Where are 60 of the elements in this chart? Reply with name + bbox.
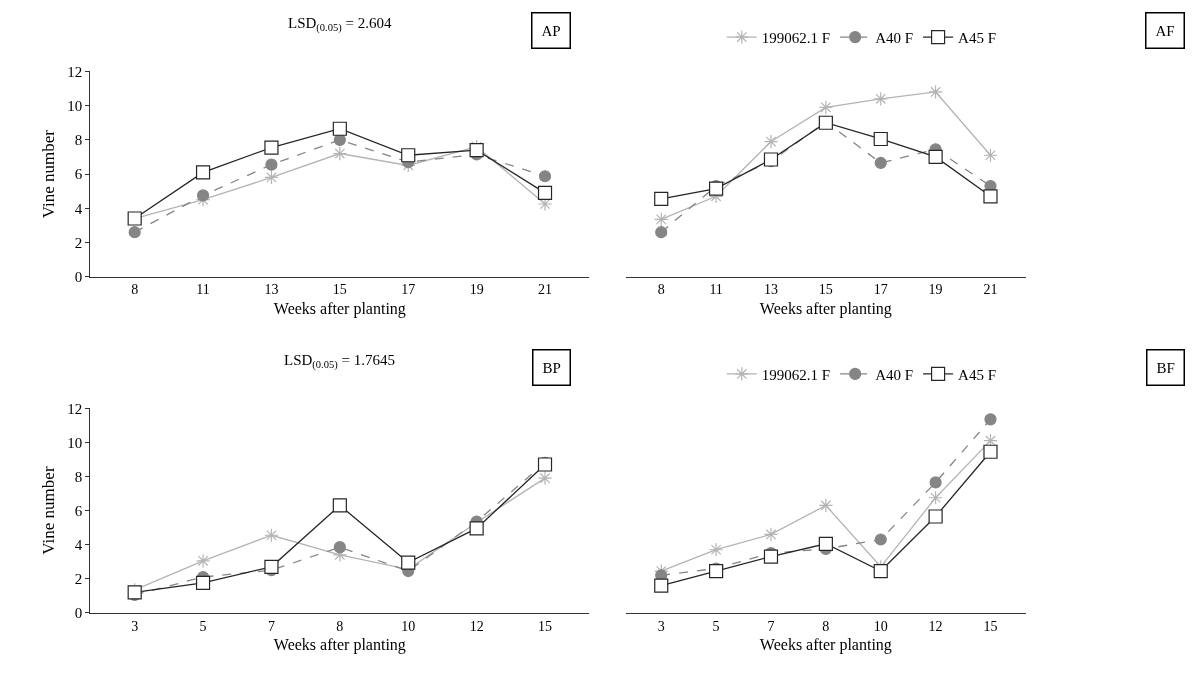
x-tick-label: 13 bbox=[763, 282, 778, 298]
text: BF bbox=[1156, 359, 1175, 376]
x-tick-label: 12 bbox=[928, 618, 943, 634]
x-tick-label: 3 bbox=[657, 618, 665, 634]
x-tick-label: 3 bbox=[131, 618, 139, 634]
x-tick-label: 8 bbox=[822, 618, 830, 634]
x-tick-label: 8 bbox=[336, 618, 344, 634]
x-tick-label: 15 bbox=[538, 618, 553, 634]
x-tick-label: 17 bbox=[873, 282, 888, 298]
x-tick-label: 11 bbox=[196, 282, 210, 298]
y-tick-label: 4 bbox=[74, 536, 83, 553]
x-axis-title: Weeks after planting bbox=[759, 636, 892, 655]
y-tick-label: 2 bbox=[74, 570, 83, 587]
x-tick-label: 7 bbox=[267, 618, 275, 634]
y-tick-label: 0 bbox=[74, 605, 83, 622]
y-tick-label: 2 bbox=[74, 234, 83, 251]
y-tick-label: 12 bbox=[67, 400, 83, 417]
x-tick-label: 17 bbox=[401, 282, 416, 298]
y-tick-label: 6 bbox=[74, 502, 83, 519]
legend-label: A45 F bbox=[958, 29, 997, 46]
x-tick-label: 19 bbox=[469, 282, 484, 298]
x-tick-label: 8 bbox=[131, 282, 139, 298]
x-tick-label: 5 bbox=[712, 618, 720, 634]
legend-label: 199062.1 F bbox=[761, 366, 831, 383]
y-tick-label: 10 bbox=[67, 97, 83, 114]
y-axis-title: Vine number bbox=[38, 129, 58, 219]
x-tick-label: 12 bbox=[469, 618, 484, 634]
x-axis-title: Weeks after planting bbox=[759, 300, 892, 319]
legend-label: A40 F bbox=[875, 366, 914, 383]
x-tick-label: 11 bbox=[709, 282, 723, 298]
x-tick-label: 10 bbox=[401, 618, 416, 634]
x-tick-label: 15 bbox=[818, 282, 833, 298]
text: AP bbox=[541, 22, 561, 39]
x-axis-title: Weeks after planting bbox=[273, 300, 406, 319]
chart-title: LSD$_{(0.05)}$ = 2.604 bbox=[288, 15, 392, 35]
x-tick-label: 7 bbox=[767, 618, 775, 634]
y-tick-label: 12 bbox=[67, 63, 83, 80]
legend-label: A40 F bbox=[875, 29, 914, 46]
x-tick-label: 21 bbox=[538, 282, 553, 298]
legend-label: 199062.1 F bbox=[761, 29, 831, 46]
legend-label: A45 F bbox=[958, 366, 997, 383]
x-tick-label: 5 bbox=[199, 618, 207, 634]
x-tick-label: 15 bbox=[983, 618, 998, 634]
text: BP bbox=[542, 359, 561, 376]
y-axis-title: Vine number bbox=[38, 466, 58, 555]
y-tick-label: 0 bbox=[74, 268, 83, 285]
x-tick-label: 19 bbox=[928, 282, 943, 298]
y-tick-label: 10 bbox=[67, 434, 83, 451]
x-tick-label: 10 bbox=[873, 618, 888, 634]
y-tick-label: 8 bbox=[74, 132, 83, 149]
x-tick-label: 15 bbox=[332, 282, 347, 298]
chart-title: LSD$_{(0.05)}$ = 1.7645 bbox=[284, 352, 395, 372]
y-tick-label: 6 bbox=[74, 166, 83, 183]
x-tick-label: 21 bbox=[983, 282, 998, 298]
y-tick-label: 4 bbox=[74, 200, 83, 217]
text: AF bbox=[1155, 22, 1175, 39]
x-tick-label: 13 bbox=[264, 282, 279, 298]
x-tick-label: 8 bbox=[657, 282, 665, 298]
y-tick-label: 8 bbox=[74, 468, 83, 485]
x-axis-title: Weeks after planting bbox=[273, 636, 406, 655]
